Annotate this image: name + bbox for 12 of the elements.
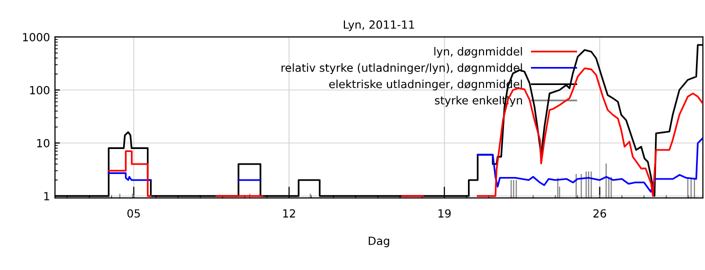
x-tick-label: 26 bbox=[593, 209, 606, 218]
y-tick-label: 10 bbox=[37, 138, 50, 148]
legend-label: lyn, døgnmiddel bbox=[434, 46, 522, 58]
x-tick-label: 05 bbox=[127, 209, 140, 218]
x-axis-title: Dag bbox=[368, 236, 390, 248]
y-tick-label: 1 bbox=[44, 192, 50, 200]
x-tick-label: 12 bbox=[283, 209, 296, 218]
y-tick-label: 1000 bbox=[23, 32, 50, 42]
legend-label: relativ styrke (utladninger/lyn), døgnmiddel bbox=[282, 63, 522, 74]
chart-title: Lyn, 2011-11 bbox=[344, 20, 414, 31]
x-tick-label: 19 bbox=[438, 209, 451, 218]
y-tick-label: 100 bbox=[30, 86, 50, 94]
